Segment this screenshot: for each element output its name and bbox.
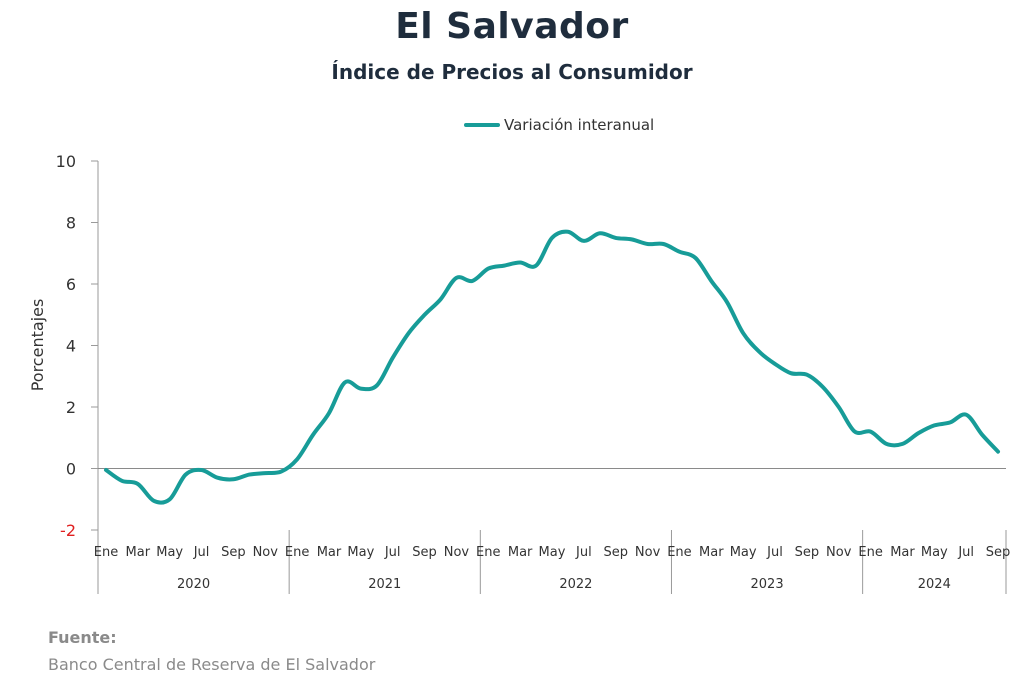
x-tick-label: May (347, 545, 374, 560)
x-tick-label: Sep (221, 545, 246, 560)
x-tick-label: Ene (476, 545, 500, 560)
x-tick-label: Jul (575, 545, 592, 560)
x-tick-label: Nov (253, 545, 279, 560)
y-axis-ticks: -2 0 2 4 6 8 10 (56, 152, 98, 540)
y-tick-label: 6 (66, 275, 76, 294)
x-tick-label: Ene (858, 545, 882, 560)
x-tick-label: Jul (384, 545, 401, 560)
x-tick-label: Sep (795, 545, 820, 560)
x-year-label: 2021 (368, 577, 401, 592)
x-tick-label: Sep (603, 545, 628, 560)
source-heading: Fuente: (48, 628, 117, 647)
source-text: Banco Central de Reserva de El Salvador (48, 655, 376, 674)
x-tick-label: Nov (444, 545, 470, 560)
x-tick-label: Ene (285, 545, 309, 560)
x-tick-label: May (921, 545, 948, 560)
x-year-label: 2024 (918, 577, 951, 592)
x-tick-label: Jul (193, 545, 210, 560)
x-axis-years: 2020 2021 2022 2023 2024 (177, 577, 951, 592)
x-tick-label: Nov (635, 545, 661, 560)
x-tick-label: Mar (508, 545, 533, 560)
x-tick-label: Mar (317, 545, 342, 560)
x-tick-label: Jul (957, 545, 974, 560)
y-tick-label: 0 (66, 460, 76, 479)
y-tick-label: -2 (60, 521, 76, 540)
x-tick-label: Sep (986, 545, 1011, 560)
x-tick-label: Mar (126, 545, 151, 560)
chart-subtitle: Índice de Precios al Consumidor (331, 60, 693, 84)
x-year-label: 2023 (751, 577, 784, 592)
x-tick-label: Sep (412, 545, 437, 560)
y-axis-title: Porcentajes (28, 299, 47, 392)
x-year-label: 2020 (177, 577, 210, 592)
x-tick-label: Nov (826, 545, 852, 560)
x-tick-label: Mar (699, 545, 724, 560)
x-tick-label: Jul (766, 545, 783, 560)
series-line-variacion-interanual (104, 229, 1000, 505)
y-tick-label: 8 (66, 214, 76, 233)
legend-label: Variación interanual (504, 116, 655, 134)
x-tick-label: Mar (890, 545, 915, 560)
x-axis-ticks: Ene Mar May Jul Sep Nov Ene Mar May Jul Sep Nov Ene M… (94, 545, 1011, 560)
x-tick-label: Ene (667, 545, 691, 560)
x-year-label: 2022 (559, 577, 592, 592)
chart-axes (97, 161, 1007, 594)
x-tick-label: May (730, 545, 757, 560)
x-tick-label: May (156, 545, 183, 560)
chart-legend: Variación interanual (464, 114, 654, 136)
y-tick-label: 10 (56, 152, 76, 171)
y-tick-label: 4 (66, 337, 76, 356)
legend-line-swatch (464, 123, 500, 127)
chart-title: El Salvador (395, 6, 629, 47)
x-tick-label: May (539, 545, 566, 560)
x-tick-label: Ene (94, 545, 118, 560)
y-tick-label: 2 (66, 398, 76, 417)
